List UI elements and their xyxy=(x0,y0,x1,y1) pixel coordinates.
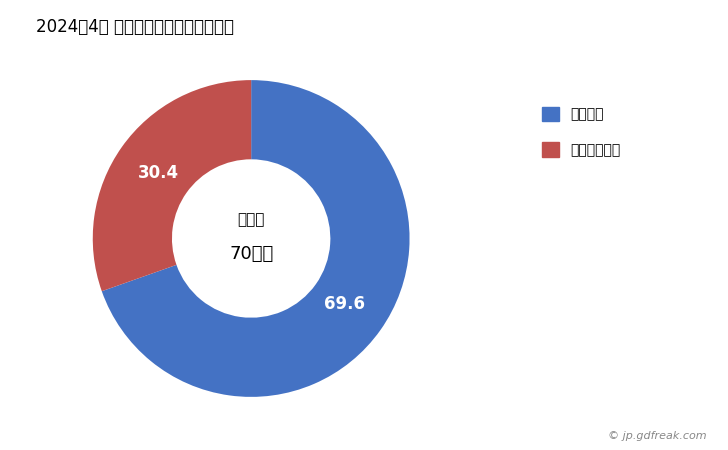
Text: 69.6: 69.6 xyxy=(324,295,365,313)
Text: 総　額: 総 額 xyxy=(237,212,265,227)
Text: © jp.gdfreak.com: © jp.gdfreak.com xyxy=(608,431,706,441)
Text: 2024年4月 輸出相手国のシェア（％）: 2024年4月 輸出相手国のシェア（％） xyxy=(36,18,234,36)
Text: 70万円: 70万円 xyxy=(229,245,273,263)
Text: 30.4: 30.4 xyxy=(138,164,178,182)
Legend: オランダ, カザフスタン: オランダ, カザフスタン xyxy=(542,107,620,158)
Wedge shape xyxy=(92,80,251,291)
Wedge shape xyxy=(102,80,410,397)
